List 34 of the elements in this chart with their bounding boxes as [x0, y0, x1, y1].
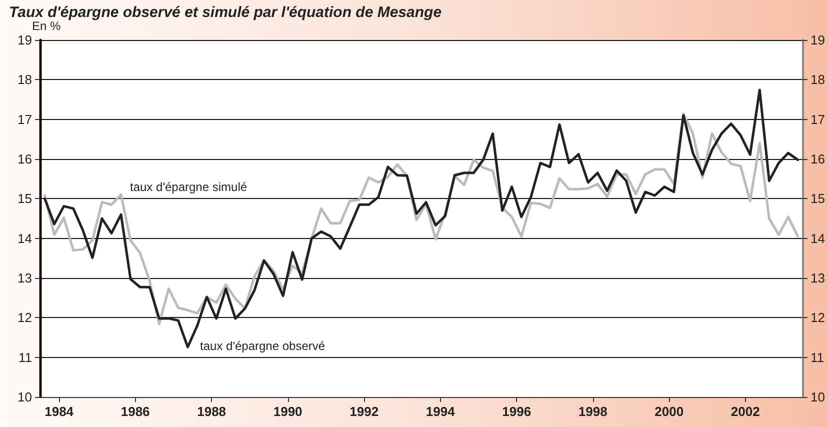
annotation: taux d'épargne observé — [200, 339, 326, 353]
x-tick-label: 2002 — [730, 404, 760, 419]
x-tick-label: 1996 — [502, 404, 532, 419]
y2-tick-label: 12 — [810, 310, 826, 326]
x-tick-label: 1990 — [273, 404, 302, 419]
y2-tick-label: 14 — [810, 230, 826, 246]
y-tick-label: 19 — [18, 32, 32, 48]
y-axis-title: En % — [32, 19, 62, 33]
y2-tick-label: 16 — [810, 152, 826, 166]
y2-tick-label: 17 — [810, 112, 826, 127]
x-tick-label: 1988 — [197, 404, 226, 419]
y-tick-label: 10 — [18, 390, 32, 404]
y-tick-label: 11 — [18, 350, 32, 365]
y-tick-label: 18 — [18, 72, 32, 88]
y-tick-label: 15 — [18, 191, 32, 206]
y-tick-label: 13 — [18, 270, 32, 286]
chart-title: Taux d'épargne observé et simulé par l'équation de Mesange — [9, 4, 442, 21]
x-tick-label: 1994 — [426, 404, 456, 419]
x-tick-label: 1984 — [44, 404, 74, 419]
y2-tick-label: 11 — [810, 350, 824, 365]
y-tick-label: 17 — [18, 112, 32, 127]
y2-tick-label: 15 — [810, 191, 826, 206]
x-tick-label: 2000 — [654, 404, 684, 419]
x-tick-label: 1992 — [350, 404, 379, 419]
y2-tick-label: 10 — [810, 390, 826, 404]
y-tick-label: 14 — [18, 230, 32, 246]
x-tick-label: 1986 — [120, 404, 150, 419]
y2-tick-label: 19 — [810, 32, 826, 48]
y-tick-label: 16 — [18, 152, 32, 166]
y-tick-label: 12 — [18, 310, 32, 326]
x-tick-label: 1998 — [578, 404, 608, 419]
y2-tick-label: 13 — [810, 270, 826, 286]
y2-tick-label: 18 — [810, 72, 826, 88]
annotation: taux d'épargne simulé — [130, 180, 248, 194]
